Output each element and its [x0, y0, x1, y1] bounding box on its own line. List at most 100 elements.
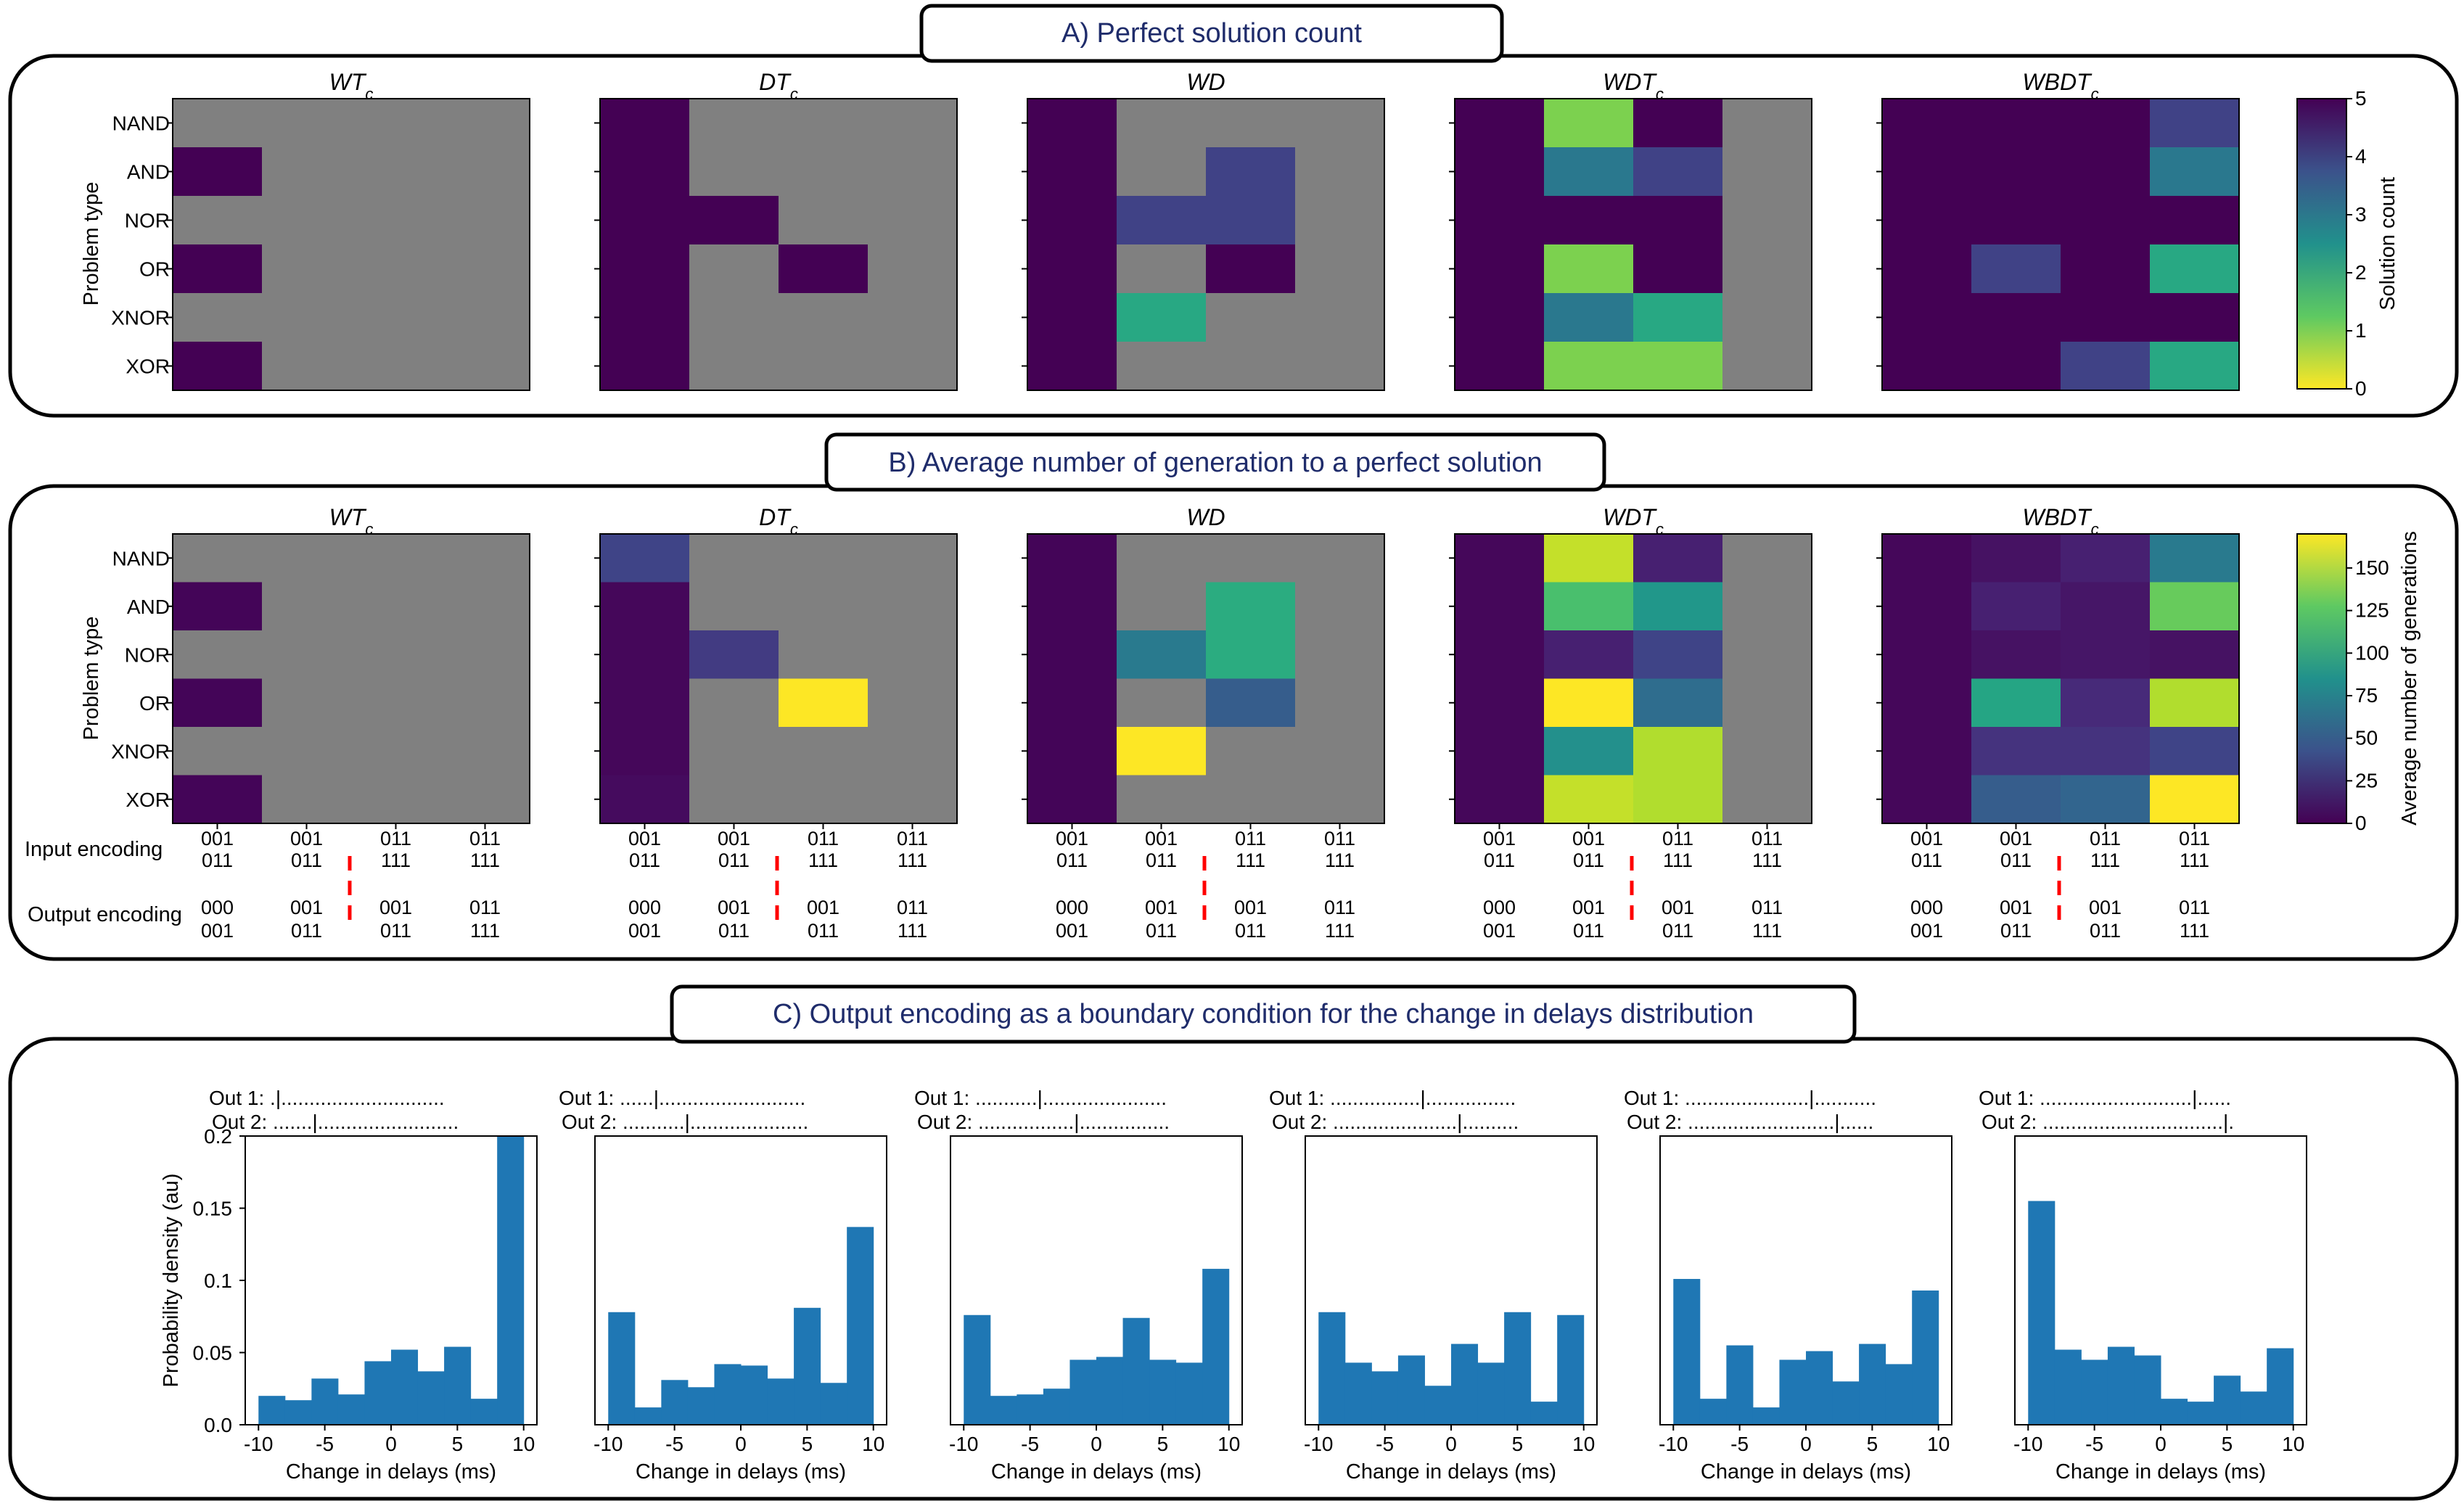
histogram-bar [1344, 1362, 1372, 1425]
colorbar-tick-label: 3 [2355, 203, 2367, 226]
histogram-bar [2267, 1348, 2294, 1425]
x-tick-label: 10 [2282, 1433, 2304, 1455]
output-code: 001 [201, 920, 234, 942]
histogram-bar [608, 1312, 636, 1425]
heatmap-cell [779, 342, 868, 391]
heatmap-cell [173, 196, 263, 245]
heatmap-cell [1544, 342, 1634, 391]
input-code: 011 [2090, 828, 2121, 849]
heatmap-cell [689, 99, 779, 148]
histogram-bar [1175, 1362, 1203, 1425]
heatmap-cell [440, 775, 530, 824]
input-code: 111 [470, 849, 500, 871]
heatmap-cell [351, 775, 441, 824]
heatmap-cell [600, 678, 690, 728]
input-code: 011 [1752, 828, 1783, 849]
histogram-bar [1912, 1290, 1939, 1425]
x-tick-label: -5 [1376, 1433, 1394, 1455]
output-code: 001 [1234, 897, 1267, 918]
heatmap-cell [2150, 775, 2240, 824]
input-code: 011 [2000, 849, 2032, 871]
x-tick-label: -10 [2013, 1433, 2042, 1455]
heatmap-cell [600, 99, 690, 148]
output-code: 000 [1056, 897, 1088, 918]
heatmap-cell [173, 727, 263, 776]
heatmap-cell [351, 293, 441, 342]
heatmap-cell [1971, 342, 2061, 391]
row-label-b-or: OR [139, 692, 170, 715]
heatmap-cell [1882, 196, 1972, 245]
panel-title: WTc [329, 504, 374, 538]
heatmap-cell [1544, 630, 1634, 680]
histogram-panel-6: Out 1: ...........................|.....… [1979, 1087, 2307, 1484]
input-code: 011 [808, 828, 839, 849]
output-code: 001 [718, 897, 750, 918]
row-label-b-and: AND [127, 596, 170, 618]
output-code: 011 [380, 920, 411, 942]
heatmap-frame [599, 98, 958, 391]
heatmap-cell [1544, 244, 1634, 294]
heatmap-cell [1027, 534, 1117, 583]
y-tick-label: 0.2 [204, 1125, 232, 1148]
heatmap-cell [600, 727, 690, 776]
histogram-bar [2028, 1201, 2056, 1425]
heatmap-cell [1633, 147, 1723, 197]
heatmap-cell [440, 342, 530, 391]
x-axis-label: Change in delays (ms) [636, 1460, 846, 1484]
input-code: 011 [380, 828, 411, 849]
heatmap-cell [779, 196, 868, 245]
output-code: 001 [1483, 920, 1516, 942]
y-tick-label: 0.0 [204, 1414, 232, 1436]
heatmap-cell [1633, 582, 1723, 631]
heatmap-cell [351, 727, 441, 776]
heatmap-cell [868, 293, 958, 342]
colorbar-tick-label: 75 [2355, 684, 2378, 707]
heatmap-frame [1454, 98, 1812, 391]
heatmap-cell [262, 196, 352, 245]
heatmap-panel-b-1: WTc [167, 504, 530, 824]
input-code: 111 [2180, 849, 2209, 871]
section-c-header-box [670, 984, 1857, 1044]
y-axis-label-b: Problem type [80, 617, 103, 741]
input-code: 011 [1324, 828, 1355, 849]
section-c-title: C) Output encoding as a boundary conditi… [773, 999, 1754, 1029]
panel-title: WD [1186, 69, 1225, 95]
heatmap-cell [1206, 147, 1296, 197]
heatmap-cell [1117, 727, 1207, 776]
heatmap-cell [1544, 99, 1634, 148]
heatmap-cell [1722, 99, 1812, 148]
x-axis-label: Change in delays (ms) [1346, 1460, 1556, 1484]
heatmap-cell [173, 99, 263, 148]
heatmap-group-a: Problem type NAND AND NOR OR XNOR XOR WTc DTc WD W… [80, 69, 2399, 400]
panel-title: DTc [759, 504, 798, 538]
heatmap-cell [1722, 196, 1812, 245]
histogram-bar [1859, 1344, 1886, 1425]
output-code: 011 [1324, 897, 1355, 918]
heatmap-cell [1295, 678, 1385, 728]
histogram-bar [417, 1371, 445, 1425]
heatmap-cell [1722, 342, 1812, 391]
x-tick-label: 10 [862, 1433, 884, 1455]
histogram-bar [1699, 1399, 1727, 1425]
output-code: 011 [897, 897, 928, 918]
output-code: 011 [808, 920, 839, 942]
heatmap-cell [689, 678, 779, 728]
colorbar-tick-label: 25 [2355, 769, 2378, 791]
colorbar-label: Average number of generations [2398, 531, 2421, 826]
heatmap-cell [1117, 342, 1207, 391]
heatmap-cell [2061, 342, 2151, 391]
colorbar-tick-label: 100 [2355, 641, 2389, 664]
heatmap-cell [1117, 147, 1207, 197]
input-code: 011 [1146, 849, 1177, 871]
heatmap-cell [779, 582, 868, 631]
x-tick-label: 0 [385, 1433, 397, 1455]
heatmap-cell [868, 147, 958, 197]
histogram-bar [337, 1394, 365, 1425]
histogram-bar [1017, 1394, 1044, 1425]
out1-label: Out 1: ...........|.....................… [914, 1087, 1167, 1109]
output-code: 000 [201, 897, 234, 918]
colorbar-label: Solution count [2376, 177, 2399, 310]
heatmap-cell [1455, 582, 1545, 631]
out1-label: Out 1: .|............................. [209, 1087, 445, 1109]
histogram-bar [391, 1349, 419, 1425]
